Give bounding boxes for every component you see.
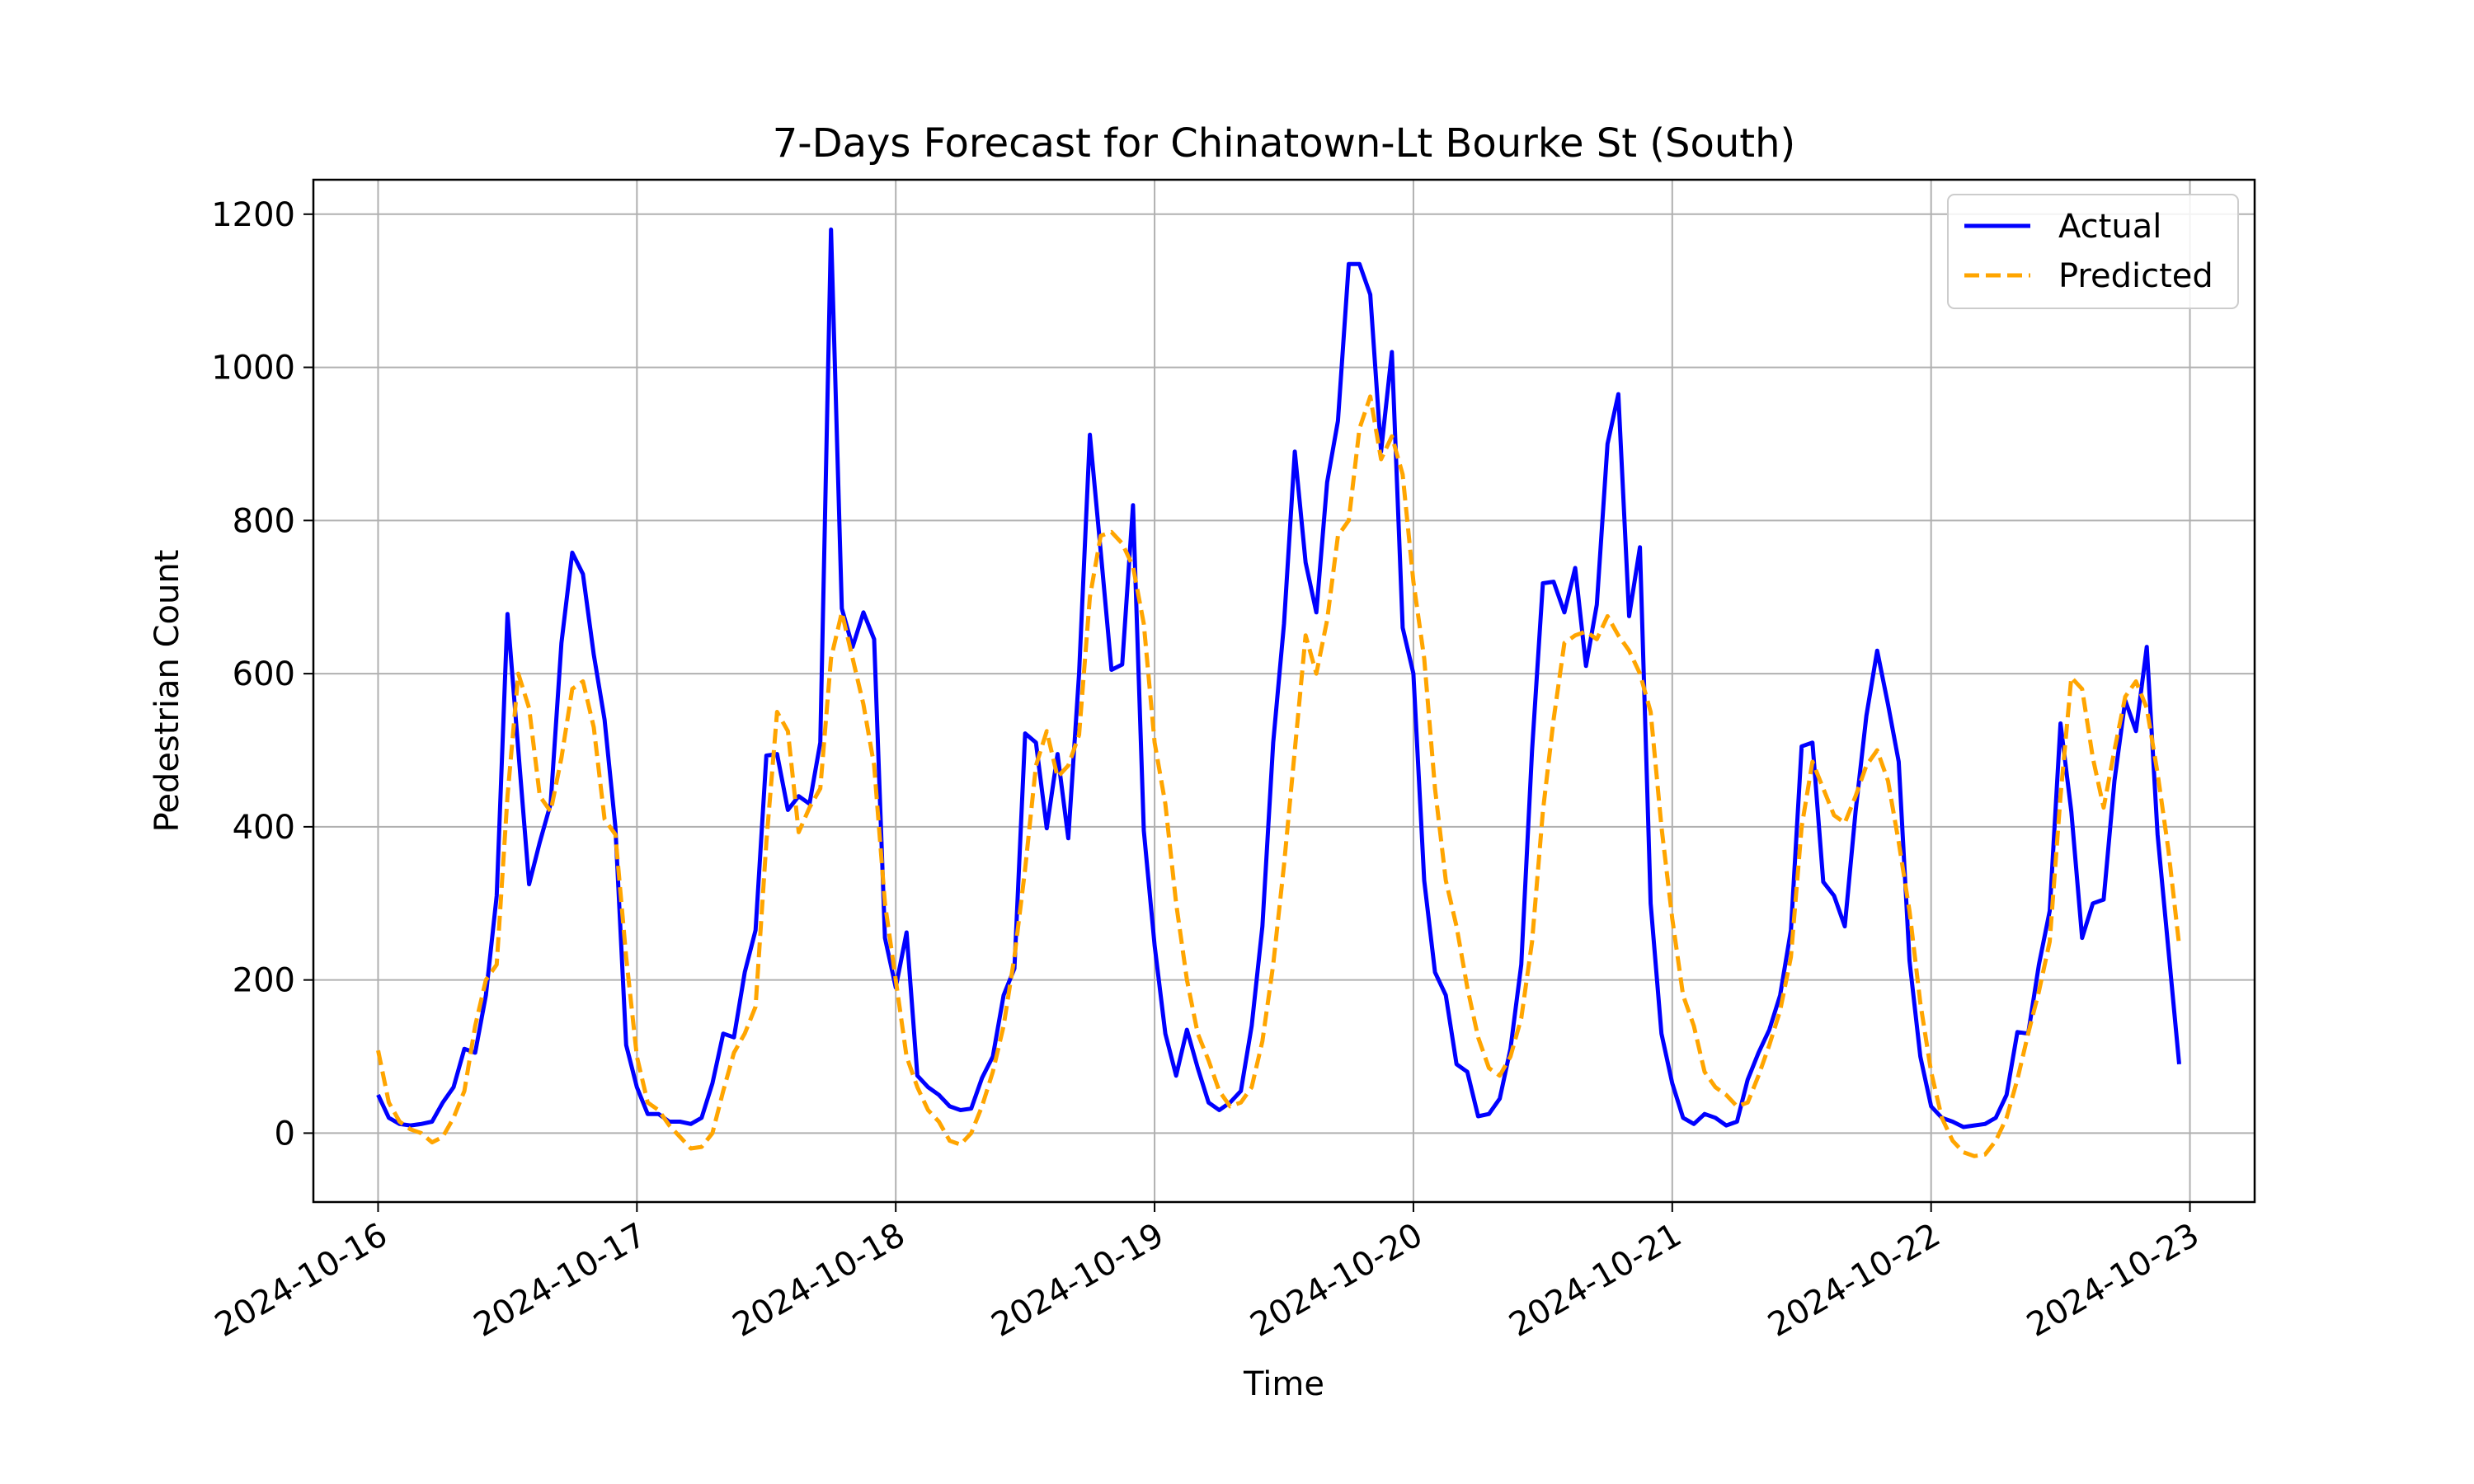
y-tick-label: 200	[233, 962, 295, 1000]
y-axis-label: Pedestrian Count	[148, 550, 186, 833]
legend: Actual Predicted	[1947, 194, 2239, 309]
y-tick-label: 600	[233, 655, 295, 693]
y-tick-label: 400	[233, 809, 295, 847]
y-axis-ticks: 0 200 400 600 800 1000 1200	[211, 196, 313, 1153]
plot-frame	[312, 178, 2256, 1204]
grid	[313, 180, 2255, 1202]
legend-label-actual: Actual	[2058, 208, 2161, 246]
legend-box	[1947, 194, 2239, 309]
plot-series	[376, 227, 2181, 1158]
chart-title: 7-Days Forecast for Chinatown-Lt Bourke …	[773, 120, 1795, 167]
y-tick-label: 1000	[211, 350, 295, 387]
y-tick-label: 800	[233, 502, 295, 540]
x-axis-label: Time	[1243, 1365, 1324, 1403]
series-line-predicted	[376, 394, 2181, 1158]
y-tick-label: 1200	[211, 196, 295, 234]
y-tick-label: 0	[275, 1115, 295, 1153]
legend-label-predicted: Predicted	[2058, 257, 2213, 295]
series-line-actual	[376, 227, 2181, 1129]
